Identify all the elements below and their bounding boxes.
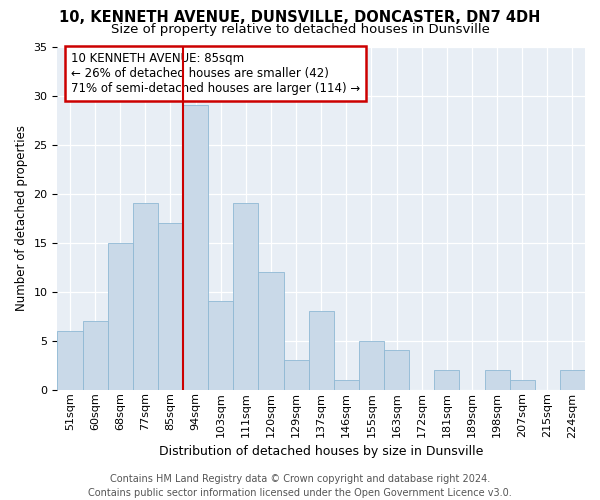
Text: Contains HM Land Registry data © Crown copyright and database right 2024.
Contai: Contains HM Land Registry data © Crown c… <box>88 474 512 498</box>
Bar <box>560 370 585 390</box>
Bar <box>83 321 107 390</box>
Bar <box>384 350 409 390</box>
Bar <box>133 204 158 390</box>
Bar <box>259 272 284 390</box>
Bar <box>359 340 384 390</box>
X-axis label: Distribution of detached houses by size in Dunsville: Distribution of detached houses by size … <box>159 444 484 458</box>
Bar <box>434 370 460 390</box>
Bar <box>308 311 334 390</box>
Bar <box>233 204 259 390</box>
Bar <box>158 223 183 390</box>
Text: 10, KENNETH AVENUE, DUNSVILLE, DONCASTER, DN7 4DH: 10, KENNETH AVENUE, DUNSVILLE, DONCASTER… <box>59 10 541 25</box>
Bar <box>183 106 208 390</box>
Bar <box>208 302 233 390</box>
Text: 10 KENNETH AVENUE: 85sqm
← 26% of detached houses are smaller (42)
71% of semi-d: 10 KENNETH AVENUE: 85sqm ← 26% of detach… <box>71 52 360 94</box>
Y-axis label: Number of detached properties: Number of detached properties <box>15 125 28 311</box>
Bar <box>509 380 535 390</box>
Bar <box>485 370 509 390</box>
Bar <box>107 242 133 390</box>
Bar <box>334 380 359 390</box>
Text: Size of property relative to detached houses in Dunsville: Size of property relative to detached ho… <box>110 22 490 36</box>
Bar <box>284 360 308 390</box>
Bar <box>58 331 83 390</box>
